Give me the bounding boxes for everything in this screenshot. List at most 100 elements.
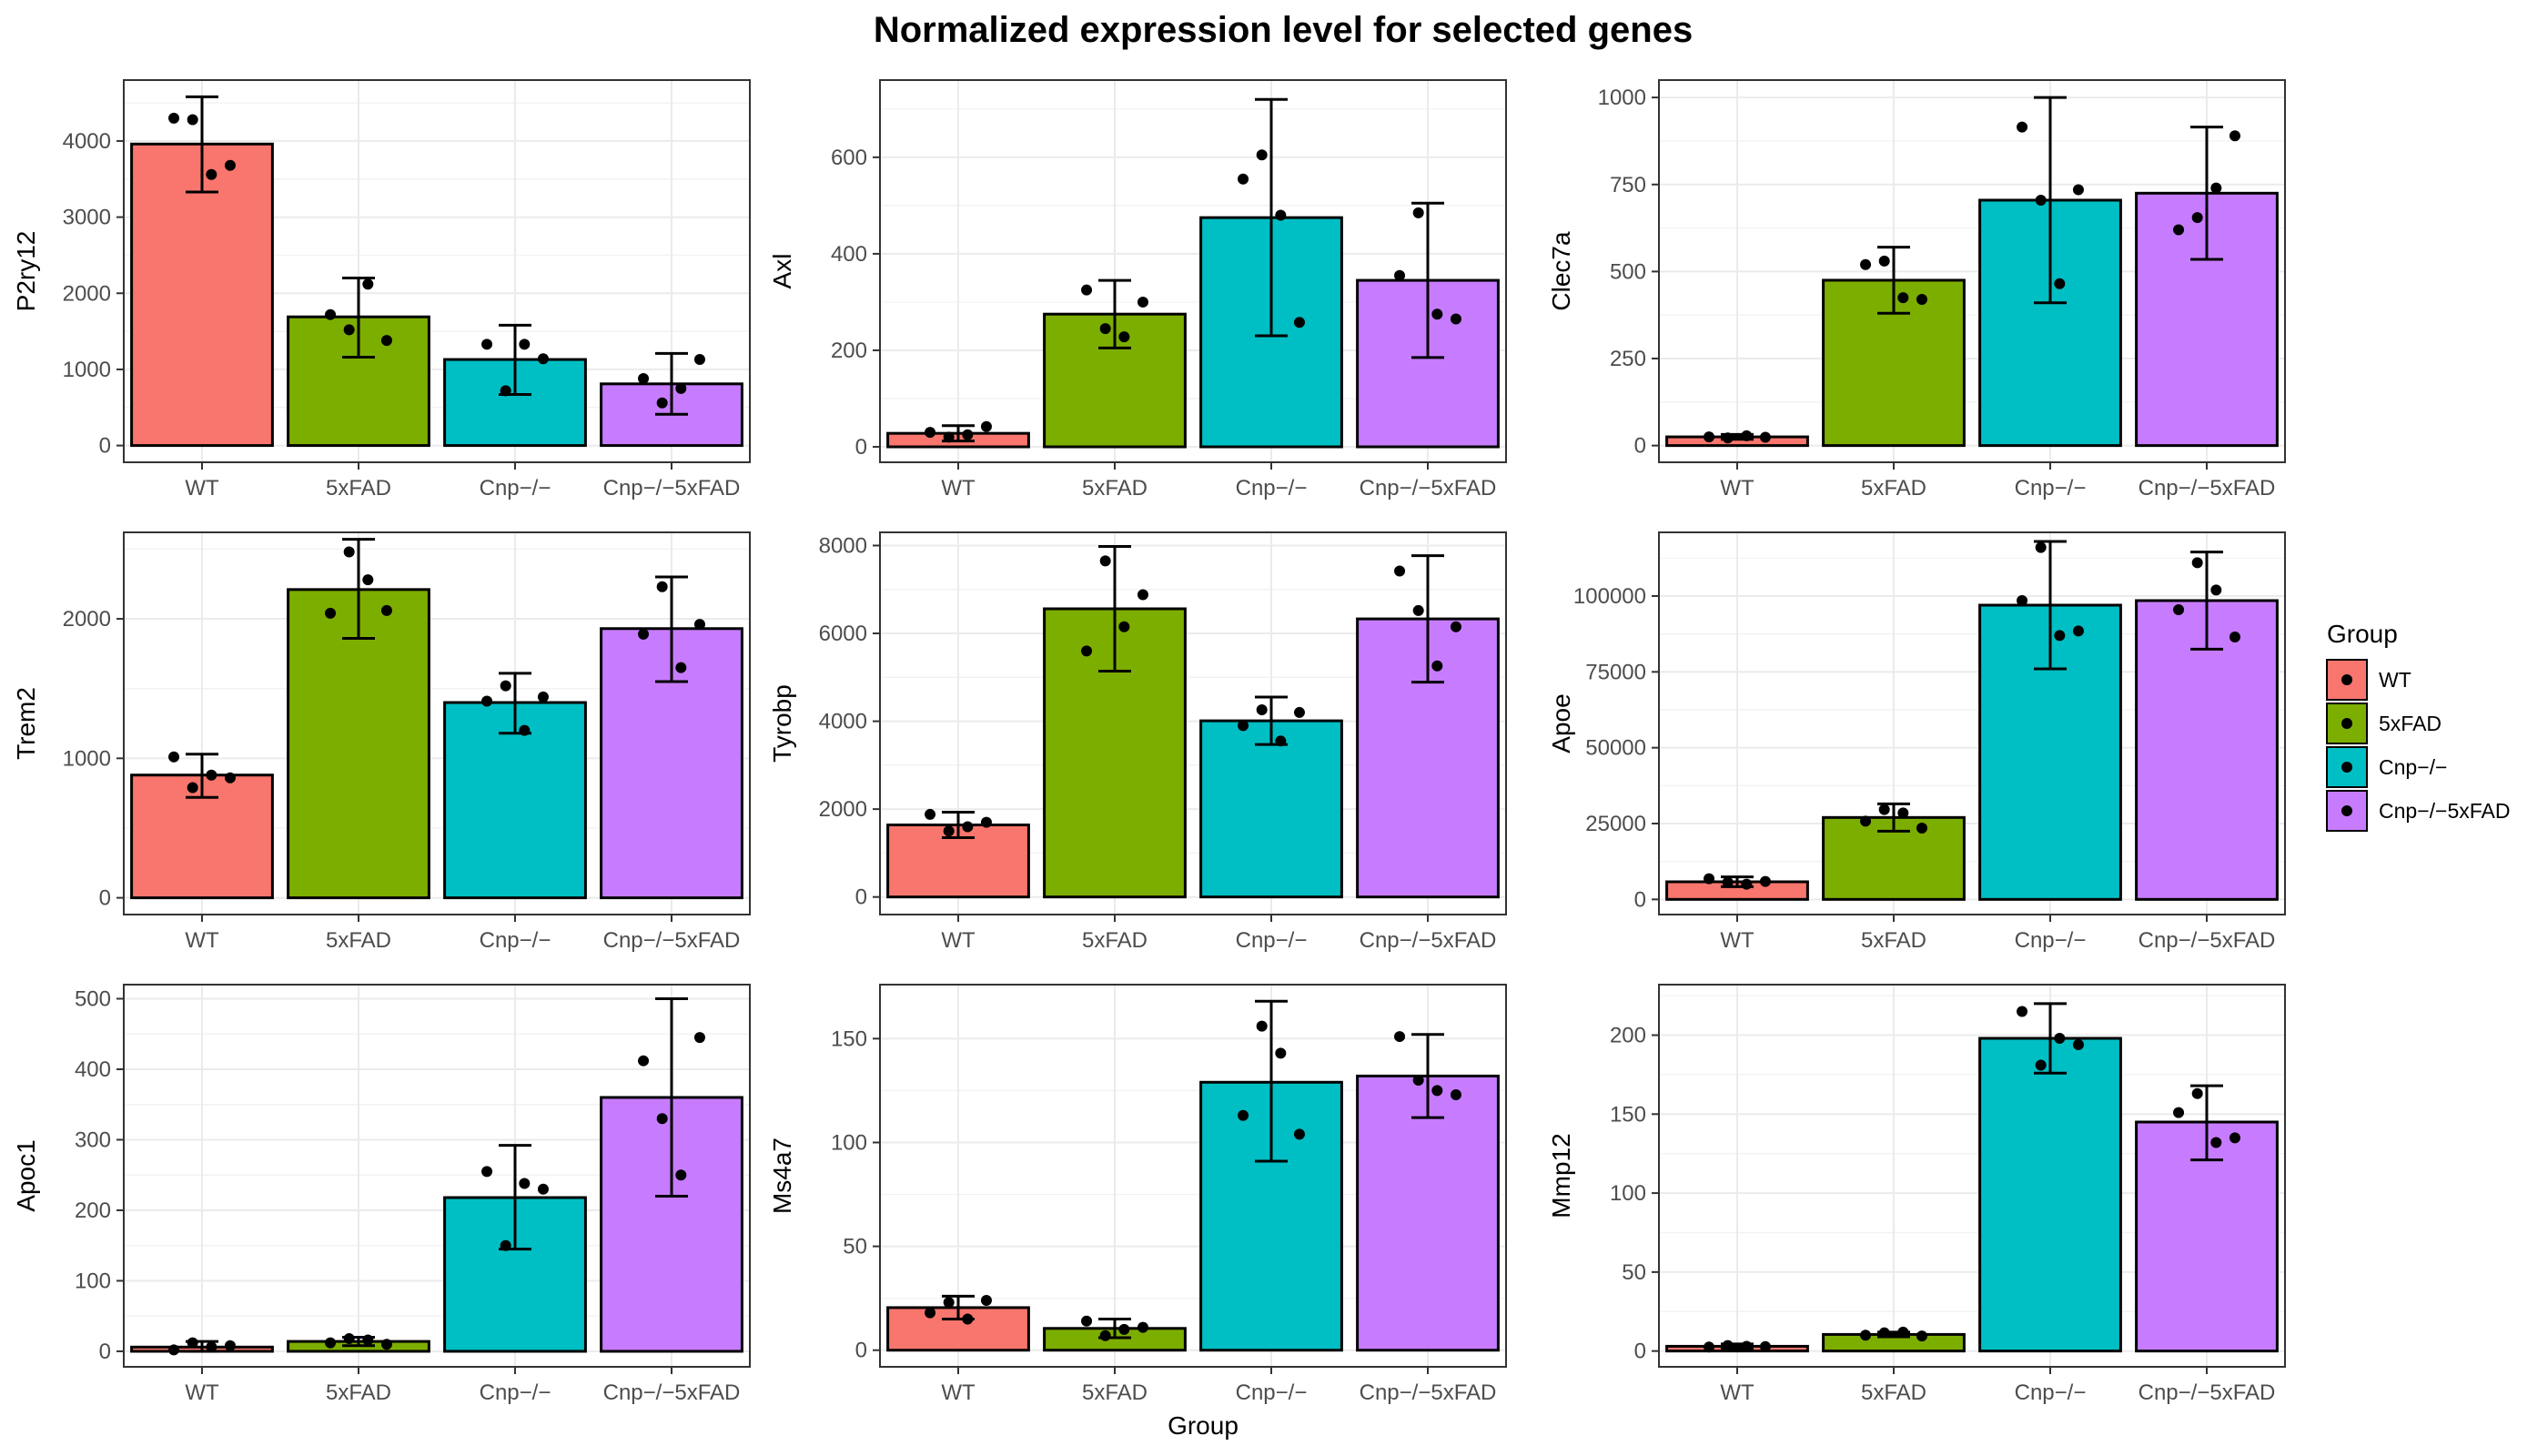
data-point bbox=[1759, 431, 1771, 443]
data-point bbox=[519, 724, 531, 736]
y-tick-label: 400 bbox=[831, 242, 867, 267]
legend-title: Group bbox=[2327, 620, 2398, 648]
data-point bbox=[1878, 804, 1890, 815]
data-point bbox=[693, 619, 705, 631]
y-tick-label: 250 bbox=[1610, 347, 1646, 371]
data-point bbox=[656, 581, 668, 592]
bar-cnp-5xfad bbox=[2135, 191, 2279, 448]
y-tick-label: 0 bbox=[99, 1340, 111, 1364]
y-tick-label: 6000 bbox=[819, 622, 867, 646]
data-point bbox=[343, 546, 355, 558]
data-point bbox=[224, 159, 236, 171]
data-point bbox=[1450, 621, 1461, 632]
y-tick-label: 300 bbox=[75, 1127, 111, 1152]
y-tick-label: 0 bbox=[855, 1339, 867, 1363]
data-point bbox=[2054, 630, 2066, 642]
panel-border bbox=[123, 79, 751, 463]
data-point bbox=[325, 308, 337, 320]
data-point bbox=[1118, 1323, 1130, 1335]
data-point bbox=[343, 1333, 355, 1345]
data-point bbox=[1099, 323, 1111, 335]
data-point bbox=[343, 324, 355, 336]
data-point bbox=[1238, 1109, 1249, 1121]
data-point bbox=[1137, 296, 1148, 308]
x-tick-label: Cnp−/−5xFAD bbox=[603, 928, 741, 953]
data-point bbox=[1275, 735, 1287, 747]
data-point bbox=[943, 1297, 955, 1309]
x-tick-label: WT bbox=[941, 1380, 976, 1405]
data-point bbox=[537, 1183, 549, 1195]
error-bar-wt bbox=[186, 95, 218, 194]
data-point bbox=[1394, 1031, 1406, 1043]
error-bar-cnp bbox=[2034, 96, 2067, 305]
data-point bbox=[1450, 1088, 1461, 1100]
data-point bbox=[1897, 292, 1909, 304]
data-point bbox=[1860, 1330, 1872, 1341]
bar-cnp bbox=[1199, 719, 1343, 899]
bar-wt bbox=[130, 142, 274, 448]
bar-cnp bbox=[1978, 1036, 2122, 1353]
data-point bbox=[656, 397, 668, 409]
data-point bbox=[1860, 258, 1872, 270]
y-tick-label: 0 bbox=[1634, 1340, 1646, 1364]
y-tick-label: 50 bbox=[1622, 1260, 1646, 1285]
data-point bbox=[187, 1337, 198, 1349]
data-point bbox=[325, 1337, 337, 1349]
data-point bbox=[962, 429, 974, 440]
data-point bbox=[1275, 1047, 1287, 1059]
data-point bbox=[362, 1334, 374, 1346]
data-point bbox=[656, 1113, 668, 1125]
x-tick-label: Cnp−/−5xFAD bbox=[2138, 1380, 2276, 1405]
legend-point-glyph bbox=[2341, 718, 2352, 729]
error-bar-5xfad bbox=[1877, 802, 1910, 833]
x-tick-label: 5xFAD bbox=[1861, 928, 1926, 953]
data-point bbox=[224, 772, 236, 784]
data-point bbox=[537, 691, 549, 703]
data-point bbox=[1238, 720, 1249, 732]
data-point bbox=[2191, 212, 2203, 224]
y-tick-label: 50 bbox=[843, 1235, 867, 1259]
data-point bbox=[1118, 331, 1130, 343]
data-point bbox=[1081, 1315, 1093, 1327]
data-point bbox=[1412, 207, 1424, 218]
panel-apoc1: 0 100 200 300 400 500 WT 5xFAD Cnp−/− Cnp−/−5xFAD… bbox=[12, 984, 751, 1405]
y-axis-label: Ms4a7 bbox=[768, 1138, 796, 1214]
data-point bbox=[325, 607, 337, 619]
data-point bbox=[980, 1294, 992, 1306]
data-point bbox=[1137, 1321, 1148, 1333]
data-point bbox=[481, 695, 493, 707]
x-tick-label: Cnp−/− bbox=[2015, 928, 2087, 953]
panel-border bbox=[879, 531, 1507, 915]
error-bar-cnp bbox=[1255, 999, 1288, 1163]
data-point bbox=[1256, 704, 1268, 716]
panel-axl: 0 200 400 600 WT 5xFAD Cnp−/− Cnp−/−5xFAD Axl bbox=[768, 79, 1507, 500]
data-point bbox=[481, 1166, 493, 1178]
x-tick-label: Cnp−/− bbox=[480, 928, 551, 953]
data-point bbox=[675, 662, 687, 673]
panel-border bbox=[1658, 984, 2286, 1368]
panel-ms4a7: 0 50 100 150 WT 5xFAD Cnp−/− Cnp−/−5xFAD Ms4a7 bbox=[768, 984, 1507, 1405]
y-tick-label: 0 bbox=[99, 434, 111, 459]
data-point bbox=[537, 353, 549, 365]
x-tick-label: WT bbox=[1720, 928, 1754, 953]
error-bar-wt bbox=[186, 753, 218, 799]
data-point bbox=[1916, 293, 1927, 305]
legend-swatch bbox=[2326, 746, 2368, 788]
error-bar-cnp-5xfad bbox=[2190, 551, 2223, 651]
data-point bbox=[925, 427, 936, 439]
error-bar-5xfad bbox=[342, 277, 375, 359]
x-tick-label: WT bbox=[941, 928, 976, 953]
data-point bbox=[1916, 1330, 1927, 1342]
y-tick-label: 200 bbox=[75, 1198, 111, 1223]
x-tick-label: Cnp−/−5xFAD bbox=[1360, 1380, 1497, 1405]
x-tick-label: 5xFAD bbox=[1861, 1380, 1926, 1405]
data-point bbox=[638, 1055, 650, 1067]
x-tick-label: Cnp−/− bbox=[2015, 476, 2087, 500]
error-bar-wt bbox=[942, 811, 975, 840]
panel-border bbox=[123, 984, 751, 1368]
data-point bbox=[2229, 632, 2240, 642]
y-tick-label: 3000 bbox=[63, 206, 111, 230]
error-bar-cnp-5xfad bbox=[2190, 1084, 2223, 1162]
